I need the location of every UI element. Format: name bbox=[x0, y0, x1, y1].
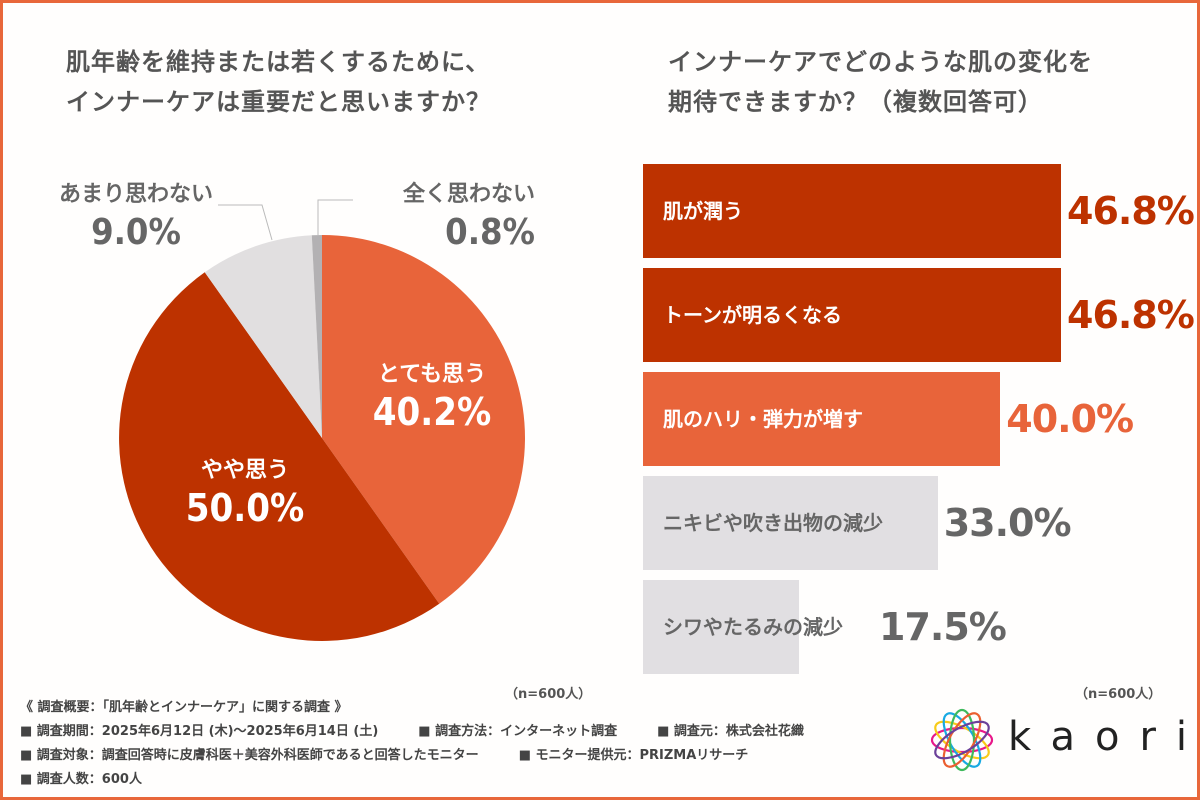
pie-label-never: 全く思わない 0.8% bbox=[355, 176, 535, 253]
pie-chart bbox=[119, 199, 525, 641]
bar-category-label: 肌が潤う bbox=[663, 199, 743, 223]
bar-sample-size: （n=600人） bbox=[1075, 687, 1162, 702]
bar-value-label: 17.5% bbox=[879, 605, 1007, 649]
pie-label-very: とても思う 40.2% bbox=[352, 356, 512, 434]
bar-title-line-2: 期待できますか？（複数回答可） bbox=[668, 88, 1043, 116]
bar-category-label: ニキビや吹き出物の減少 bbox=[663, 511, 883, 535]
bar-value-label: 40.0% bbox=[1006, 397, 1134, 441]
bar-value-label: 46.8% bbox=[1067, 293, 1195, 337]
survey-method: ■ 調査方法：インターネット調査 bbox=[418, 724, 618, 739]
survey-monitor-provider: ■ モニター提供元：PRIZMAリサーチ bbox=[518, 748, 749, 763]
bar-value-label: 33.0% bbox=[943, 501, 1072, 545]
pie-chart-title: 肌年齢を維持または若くするために、 インナーケアは重要だと思いますか？ bbox=[66, 42, 491, 122]
pie-label-somewhat: やや思う 50.0% bbox=[165, 452, 325, 530]
pie-title-line-1: 肌年齢を維持または若くするために、 bbox=[66, 48, 491, 76]
bar: 肌のハリ・弾力が増す bbox=[643, 372, 1001, 466]
pie-label-never-value: 0.8% bbox=[445, 212, 535, 253]
flower-ring-logo-icon bbox=[930, 708, 994, 772]
survey-summary-row-1: ■ 調査期間：2025年6月12日 (木)～2025年6月14日 (土) ■ 調査… bbox=[20, 720, 844, 744]
survey-target: ■ 調査対象：調査回答時に皮膚科医＋美容外科医師であると回答したモニター bbox=[20, 748, 479, 763]
bar-chart-title: インナーケアでどのような肌の変化を 期待できますか？（複数回答可） bbox=[668, 42, 1093, 122]
survey-summary-heading: 《 調査概要：「肌年齢とインナーケア」に関する調査 》 bbox=[20, 700, 348, 715]
pie-label-somewhat-text: やや思う bbox=[200, 458, 289, 483]
pie-label-rarely-text: あまり思わない bbox=[58, 182, 213, 207]
bar: 肌が潤う bbox=[643, 164, 1061, 258]
survey-summary: 《 調査概要：「肌年齢とインナーケア」に関する調査 》 ■ 調査期間：2025年… bbox=[20, 696, 844, 792]
pie-title-line-2: インナーケアは重要だと思いますか？ bbox=[66, 88, 491, 116]
leader-line-never bbox=[317, 199, 353, 235]
survey-summary-row-3: ■ 調査人数：600人 bbox=[20, 768, 844, 792]
bar-title-line-1: インナーケアでどのような肌の変化を bbox=[668, 48, 1093, 76]
survey-period: ■ 調査期間：2025年6月12日 (木)～2025年6月14日 (土) bbox=[20, 724, 379, 739]
pie-label-rarely-value: 9.0% bbox=[91, 212, 181, 253]
pie-sample-size: （n=600人） bbox=[505, 687, 592, 702]
pie-slice-never bbox=[311, 235, 322, 438]
pie-slice-very bbox=[322, 235, 525, 604]
bar-value-label: 46.8% bbox=[1067, 189, 1195, 233]
pie-label-very-text: とても思う bbox=[377, 362, 487, 387]
pie-label-rarely: あまり思わない 9.0% bbox=[36, 176, 236, 253]
survey-summary-row-2: ■ 調査対象：調査回答時に皮膚科医＋美容外科医師であると回答したモニター ■ モニ… bbox=[20, 744, 844, 768]
pie-label-somewhat-value: 50.0% bbox=[185, 486, 305, 530]
kaori-logo-text: kaori bbox=[1008, 714, 1200, 760]
survey-source: ■ 調査元：株式会社花織 bbox=[657, 724, 804, 739]
pie-slice-somewhat bbox=[119, 272, 440, 641]
survey-count: ■ 調査人数：600人 bbox=[20, 772, 142, 787]
bar-category-label: トーンが明るくなる bbox=[663, 303, 842, 327]
bar-category-label: 肌のハリ・弾力が増す bbox=[663, 407, 863, 431]
pie-label-never-text: 全く思わない bbox=[402, 182, 535, 207]
bar: シワやたるみの減少 bbox=[643, 580, 843, 674]
bar-category-label: シワやたるみの減少 bbox=[663, 615, 843, 639]
bar: トーンが明るくなる bbox=[643, 268, 1061, 362]
pie-slice-rarely bbox=[204, 235, 322, 438]
pie-label-very-value: 40.2% bbox=[372, 390, 492, 434]
bar: ニキビや吹き出物の減少 bbox=[643, 476, 938, 570]
leader-line-rarely bbox=[218, 204, 273, 241]
